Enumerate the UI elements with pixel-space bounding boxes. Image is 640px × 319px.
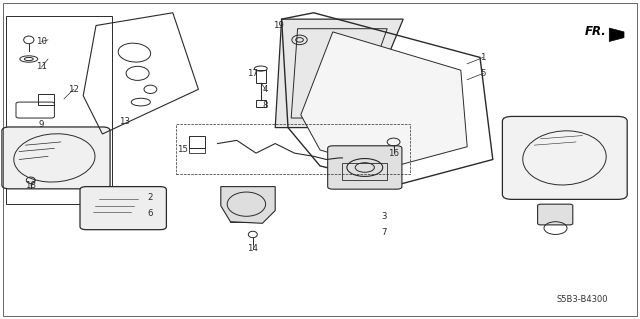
Text: 11: 11 — [36, 63, 47, 71]
Polygon shape — [301, 32, 467, 169]
Text: 15: 15 — [177, 145, 188, 154]
Bar — [342, 163, 387, 180]
Text: 9: 9 — [39, 120, 44, 129]
Text: 13: 13 — [119, 117, 131, 126]
Polygon shape — [609, 28, 624, 41]
Polygon shape — [221, 187, 275, 223]
FancyBboxPatch shape — [80, 187, 166, 230]
Text: 3: 3 — [381, 212, 387, 221]
Text: 8: 8 — [263, 101, 268, 110]
Text: 14: 14 — [247, 244, 259, 253]
Text: 17: 17 — [247, 69, 259, 78]
Text: 6: 6 — [148, 209, 153, 218]
Text: S5B3-B4300: S5B3-B4300 — [557, 295, 608, 304]
Text: 12: 12 — [68, 85, 79, 94]
Text: 7: 7 — [381, 228, 387, 237]
Bar — [256, 100, 266, 107]
Bar — [189, 148, 205, 153]
Bar — [176, 124, 410, 174]
Bar — [189, 136, 205, 148]
Text: 4: 4 — [263, 85, 268, 94]
FancyBboxPatch shape — [502, 116, 627, 199]
FancyBboxPatch shape — [538, 204, 573, 225]
Text: 18: 18 — [25, 181, 36, 189]
Polygon shape — [275, 19, 403, 128]
Bar — [256, 70, 266, 83]
Text: 1: 1 — [481, 53, 486, 62]
Text: 10: 10 — [36, 37, 47, 46]
Text: 5: 5 — [481, 69, 486, 78]
Text: 16: 16 — [388, 149, 399, 158]
FancyBboxPatch shape — [2, 127, 110, 189]
Bar — [230, 209, 262, 222]
Bar — [38, 94, 54, 105]
Text: 19: 19 — [273, 21, 284, 30]
Text: 2: 2 — [148, 193, 153, 202]
Bar — [6, 16, 112, 204]
Text: FR.: FR. — [584, 26, 606, 38]
FancyBboxPatch shape — [328, 146, 402, 189]
